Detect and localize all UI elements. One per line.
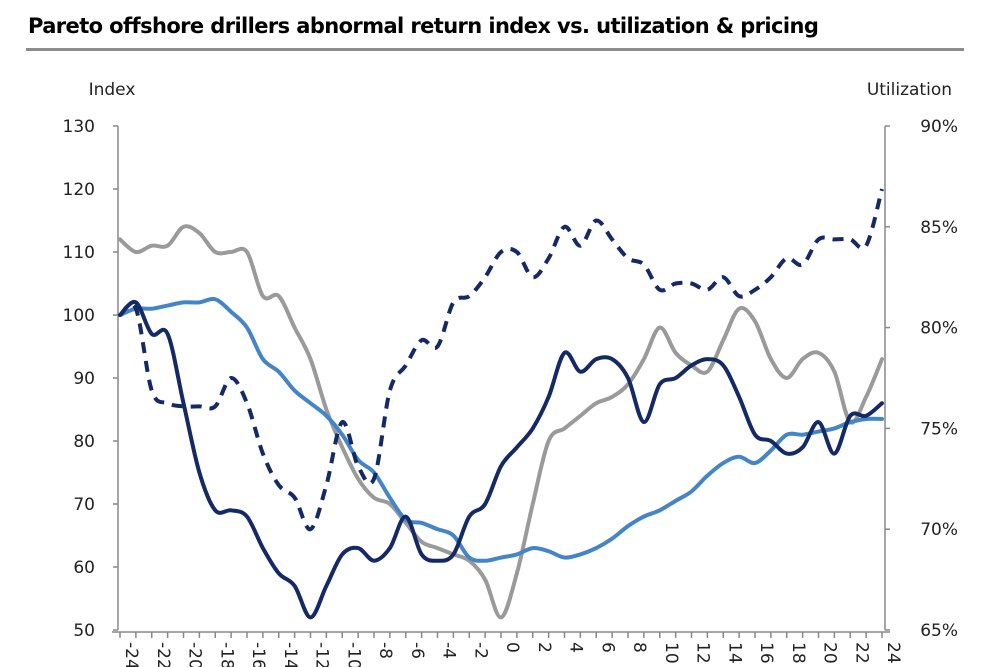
x-tick-label: 14 <box>724 642 744 664</box>
y-left-tick-label: 110 <box>63 243 95 263</box>
series-line-2 <box>118 296 884 563</box>
x-tick-label: 8 <box>629 642 649 653</box>
chart-title: Pareto offshore drillers abnormal return… <box>28 14 819 38</box>
x-tick-label: 22 <box>851 642 871 664</box>
y-right-tick-label: 85% <box>920 218 958 238</box>
x-tick-label: 10 <box>661 642 681 664</box>
x-tick-label: -6 <box>407 642 427 659</box>
x-tick-label: 0 <box>502 642 522 653</box>
y-left-tick-label: 70 <box>73 495 95 515</box>
x-tick-label: -12 <box>312 642 332 667</box>
y-left-tick-label: 80 <box>73 432 95 452</box>
x-tick-label: -2 <box>470 642 490 659</box>
x-tick-label: 4 <box>566 642 586 653</box>
y-right-tick-label: 90% <box>920 117 958 137</box>
title-divider <box>26 48 964 51</box>
x-tick-label: -20 <box>185 642 205 667</box>
series-line-4 <box>118 299 884 620</box>
y-right-tick-label: 75% <box>920 419 958 439</box>
x-tick-label: -24 <box>121 642 141 667</box>
series-line-1 <box>118 224 884 620</box>
x-tick-label: 6 <box>597 642 617 653</box>
x-tick-label: 24 <box>883 642 903 664</box>
y-left-tick-label: 130 <box>63 117 95 137</box>
x-tick-label: -16 <box>248 642 268 667</box>
y-right-axis-label: Utilization <box>867 80 952 100</box>
x-tick-label: -8 <box>375 642 395 659</box>
y-left-tick-label: 90 <box>73 369 95 389</box>
x-tick-label: 18 <box>788 642 808 664</box>
y-left-tick-label: 50 <box>73 621 95 641</box>
x-tick-label: -10 <box>343 642 363 667</box>
y-left-tick-label: 60 <box>73 558 95 578</box>
x-tick-label: 20 <box>820 642 840 664</box>
y-right-tick-label: 65% <box>920 621 958 641</box>
y-left-axis-label: Index <box>89 80 136 100</box>
x-tick-label: 2 <box>534 642 554 653</box>
series-line-3 <box>118 188 884 532</box>
x-tick-label: -4 <box>439 642 459 659</box>
y-left-tick-label: 100 <box>63 306 95 326</box>
x-tick-label: 16 <box>756 642 776 664</box>
y-left-tick-label: 120 <box>63 180 95 200</box>
y-right-tick-label: 80% <box>920 319 958 339</box>
x-tick-label: -22 <box>153 642 173 667</box>
x-tick-label: -14 <box>280 642 300 667</box>
y-right-tick-label: 70% <box>920 520 958 540</box>
x-tick-label: -18 <box>216 642 236 667</box>
x-tick-label: 12 <box>693 642 713 664</box>
